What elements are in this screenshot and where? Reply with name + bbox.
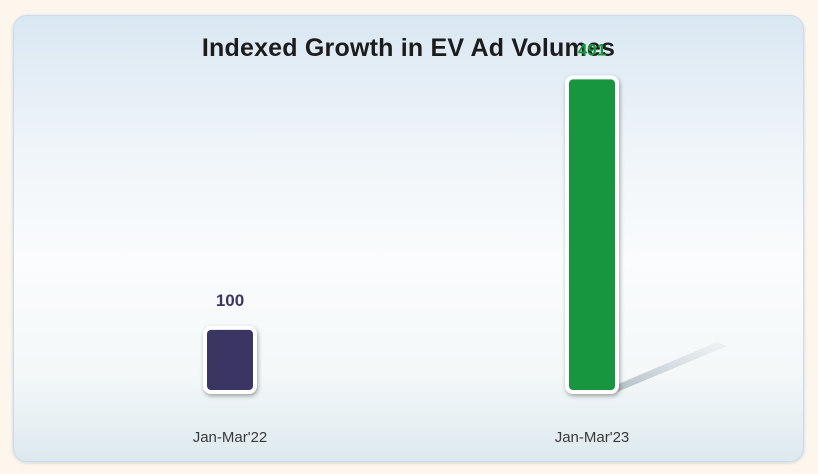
data-label-2: 491 <box>578 40 606 59</box>
bar-2 <box>565 75 619 394</box>
bar-1 <box>203 325 257 395</box>
chart-panel: Indexed Growth in EV Ad Volumes <box>13 15 804 462</box>
chart-title: Indexed Growth in EV Ad Volumes <box>201 34 616 62</box>
bar-shadow <box>609 342 727 392</box>
data-label-1: 100 <box>216 291 244 310</box>
category-label-2: Jan-Mar'23 <box>555 429 630 446</box>
category-label-1: Jan-Mar'22 <box>193 429 268 446</box>
